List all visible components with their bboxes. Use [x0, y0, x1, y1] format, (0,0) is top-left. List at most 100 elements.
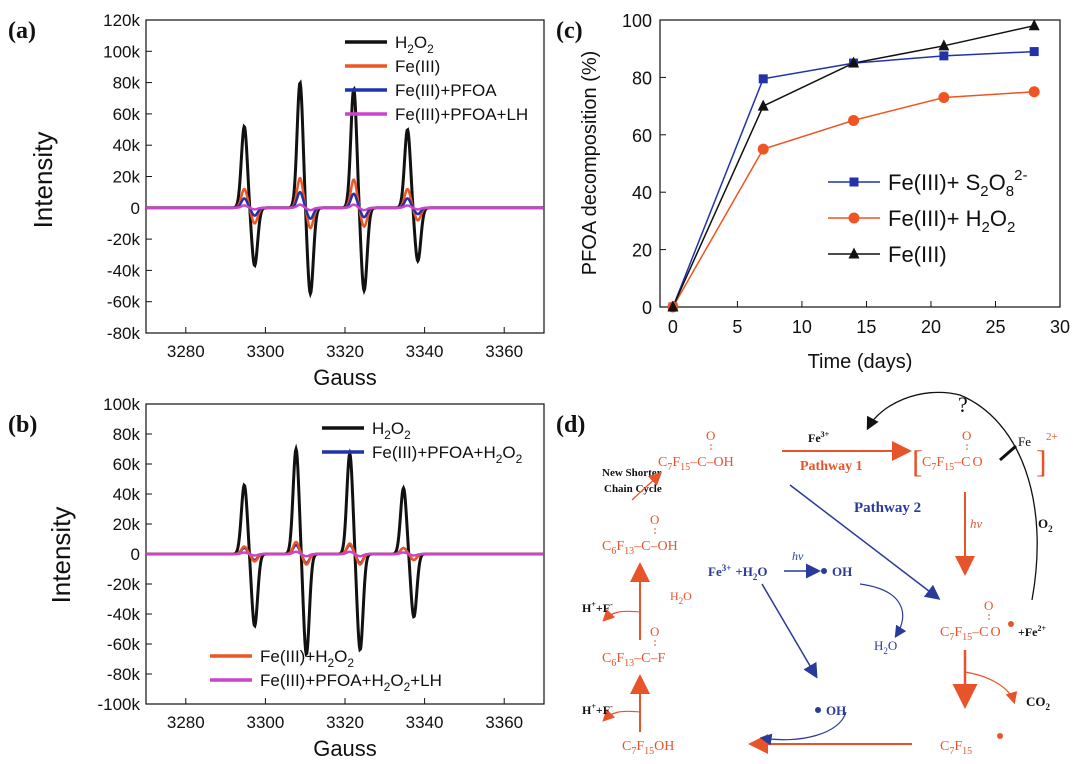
- chart-a-ylabel: Intensity: [28, 132, 58, 229]
- ytick-label: 20k: [113, 515, 141, 534]
- scheme-h-plus-f-1: H++F-: [582, 600, 613, 615]
- chart-b-xlabel: Gauss: [313, 736, 377, 761]
- scheme-hv-right-label: hv: [970, 516, 983, 531]
- scheme-question-mark: ?: [958, 392, 968, 417]
- scheme-pathway2-label: Pathway 2: [854, 500, 921, 516]
- xtick-label: 3340: [406, 342, 444, 361]
- scheme-c6f13-cof: O C6F13–C–F: [602, 624, 665, 669]
- reaction-scheme: ? O2 O C7F15–C–OH Fe3+ Pathway 1 [ O C7F…: [582, 391, 1058, 757]
- series-line-Fe(III)+PFOA+LH: [146, 203, 544, 212]
- legend-a-item-1-label: Fe(III): [395, 57, 440, 76]
- svg-text:C7F15–CO: C7F15–C O: [922, 455, 983, 473]
- scheme-radical-dot-2: [815, 707, 821, 713]
- c-point-0-1: [758, 74, 768, 84]
- c-ytick-label: 40: [632, 183, 652, 203]
- xtick-label: 3340: [406, 713, 444, 732]
- legend-c-label-2: Fe(III): [888, 242, 947, 267]
- scheme-o2-label: O2: [1038, 516, 1053, 534]
- c-point-0-4: [1029, 47, 1039, 57]
- svg-text:Fe: Fe: [1018, 434, 1031, 449]
- legend-c-label-1: Fe(III)+ H2O2: [888, 206, 1015, 236]
- scheme-c7f15oh: C7F15OH: [622, 739, 674, 757]
- svg-text:]: ]: [1036, 443, 1047, 479]
- legend-c-marker-1: [848, 212, 860, 224]
- legend-b-top-item-0-label: H2O2: [372, 419, 411, 442]
- c-series-line-2: [672, 24, 1035, 308]
- scheme-oh-radical-2: OH: [826, 703, 846, 718]
- ytick-label: 60k: [113, 455, 141, 474]
- scheme-oh-radical-1: OH: [832, 564, 852, 579]
- c-point-2-4: [1028, 19, 1040, 31]
- scheme-co2-curve: [964, 671, 1018, 705]
- scheme-fe-complex: [ O C7F15–C O Fe ] 2+: [912, 428, 1058, 479]
- legend-c-label-0: Fe(III)+ S2O82-: [888, 167, 1027, 200]
- chart-a-xlabel: Gauss: [313, 365, 377, 390]
- legend-a-item-2-label: Fe(III)+PFOA: [395, 81, 497, 100]
- legend-a-item-0-label: H2O2: [395, 33, 434, 56]
- legend-b-top-item-1-label: Fe(III)+PFOA+H2O2: [372, 443, 523, 466]
- c-xtick-label: 25: [985, 317, 1005, 337]
- scheme-c7f15-coo-radical: O C7F15–C O: [940, 598, 1014, 643]
- ytick-label: -20k: [107, 230, 141, 249]
- ytick-label: -20k: [107, 575, 141, 594]
- c-point-2-0: [667, 300, 679, 312]
- scheme-fe3-h2o: Fe3+ +H2O: [708, 563, 768, 582]
- xtick-label: 3280: [167, 713, 205, 732]
- xtick-label: 3280: [167, 342, 205, 361]
- chart-b: -100k -80k -60k -40k -20k 0 20k 40k 60k 80k 100k 3…: [46, 395, 545, 761]
- scheme-h2o-blue: H2O: [874, 638, 897, 656]
- chart-c-frame: [659, 19, 1061, 308]
- scheme-h2o-left: H2O: [670, 589, 692, 606]
- c-point-2-3: [938, 39, 950, 51]
- ytick-label: 60k: [113, 105, 141, 124]
- scheme-h-plus-f-2: H++F-: [582, 702, 613, 717]
- chart-b-ylabel: Intensity: [46, 507, 76, 604]
- c-point-2-1: [757, 99, 769, 111]
- scheme-o2-arrow: [866, 391, 1038, 601]
- panel-label-d: (d): [556, 412, 585, 438]
- legend-c-marker-2: [848, 247, 860, 259]
- ytick-label: 120k: [103, 11, 140, 30]
- ytick-label: -80k: [107, 665, 141, 684]
- ytick-label: -40k: [107, 261, 141, 280]
- xtick-label: 3320: [326, 713, 364, 732]
- svg-text:C6F13–C–F: C6F13–C–F: [602, 651, 665, 669]
- panel-label-b: (b): [8, 412, 37, 438]
- chart-c: 0 20 40 60 80 100 0 5 10 15 20 25 30 PFOA decomposi…: [579, 11, 1070, 373]
- c-xtick-label: 10: [792, 317, 812, 337]
- panel-label-c: (c): [556, 18, 583, 44]
- xtick-label: 3360: [485, 713, 523, 732]
- c-point-2-2: [848, 56, 860, 68]
- svg-text:[: [: [912, 443, 923, 479]
- scheme-hf-curve-2: [602, 708, 641, 722]
- ytick-label: 80k: [113, 74, 141, 93]
- svg-text:O: O: [650, 512, 659, 527]
- scheme-co2: CO2: [1026, 694, 1051, 712]
- c-ytick-label: 20: [632, 241, 652, 261]
- ytick-label: -60k: [107, 293, 141, 312]
- c-ytick-label: 60: [632, 126, 652, 146]
- scheme-radical-dot-3: [997, 733, 1003, 739]
- c-xtick-label: 15: [856, 317, 876, 337]
- c-point-1-2: [848, 114, 860, 126]
- panel-label-a: (a): [8, 18, 36, 44]
- ytick-label: 100k: [103, 42, 140, 61]
- scheme-radical-dot-1: [821, 568, 827, 574]
- svg-text:O: O: [984, 598, 993, 613]
- xtick-label: 3360: [485, 342, 523, 361]
- chart-c-legend: Fe(III)+ S2O82- Fe(III)+ H2O2 Fe(III): [828, 167, 1027, 267]
- scheme-blue-down-arrow: [761, 583, 818, 679]
- scheme-new-shorter-1: New Shorter: [602, 467, 662, 479]
- c-point-0-3: [939, 51, 949, 61]
- svg-text:O: O: [962, 428, 971, 443]
- scheme-pathway2-arrow: [789, 484, 941, 600]
- legend-c-marker-0: [849, 177, 859, 187]
- scheme-c7f15-cooh: O C7F15–C–OH: [658, 428, 734, 473]
- xtick-label: 3300: [246, 342, 284, 361]
- ytick-label: 80k: [113, 425, 141, 444]
- ytick-label: -80k: [107, 324, 141, 343]
- scheme-new-shorter-2: Chain Cycle: [604, 483, 662, 495]
- c-xtick-label: 20: [921, 317, 941, 337]
- c-xtick-label: 5: [732, 317, 742, 337]
